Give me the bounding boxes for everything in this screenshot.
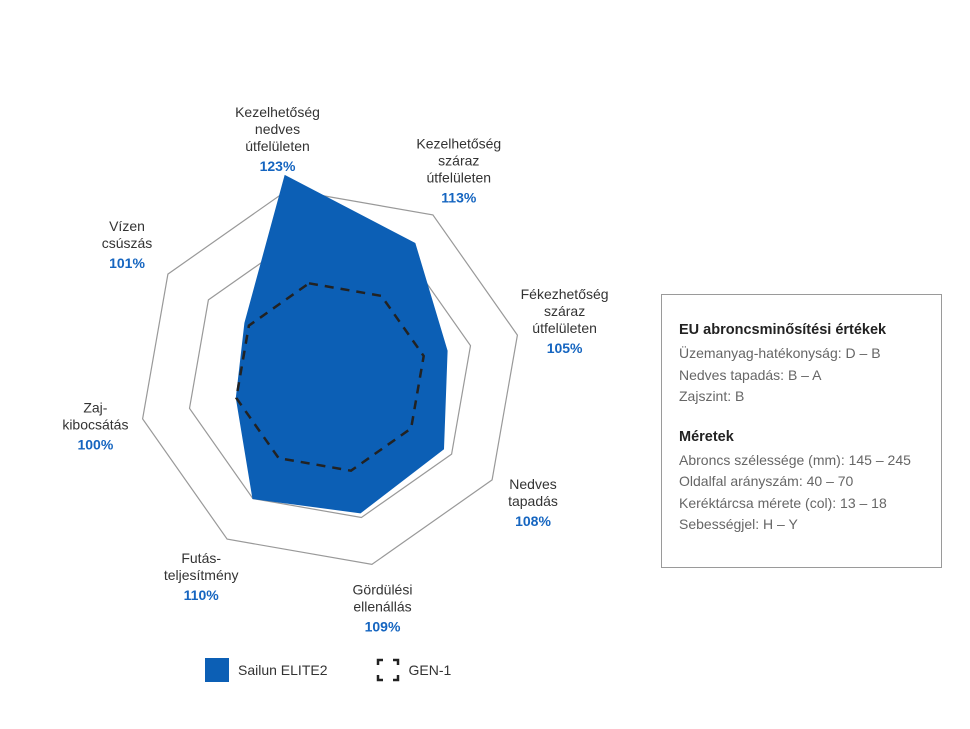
size-line: Oldalfal arányszám: 40 – 70 bbox=[679, 473, 854, 489]
axis-value: 123% bbox=[260, 158, 296, 174]
axis-value: 109% bbox=[365, 619, 401, 635]
axis-label: tapadás bbox=[508, 493, 558, 509]
axis-label: Nedves bbox=[509, 476, 556, 492]
axis-label: Kezelhetőség bbox=[235, 104, 320, 120]
axis-value: 108% bbox=[515, 513, 551, 529]
axis-label: Futás- bbox=[181, 550, 221, 566]
legend-label-sailun: Sailun ELITE2 bbox=[238, 662, 328, 678]
axis-label-group: Futás-teljesítmény 110% bbox=[164, 550, 239, 603]
axis-label: útfelületen bbox=[245, 138, 310, 154]
eu-rating-line: Nedves tapadás: B – A bbox=[679, 366, 822, 383]
axis-label: száraz bbox=[544, 303, 585, 319]
axis-label: kibocsátás bbox=[62, 417, 128, 433]
axis-label: útfelületen bbox=[426, 170, 491, 186]
axis-label: Fékezhetőség bbox=[521, 286, 609, 302]
axis-label: ellenállás bbox=[353, 599, 411, 615]
grid-ring bbox=[141, 188, 519, 566]
axis-label: nedves bbox=[255, 121, 300, 137]
axis-label-group: Zaj-kibocsátás 100% bbox=[62, 400, 128, 453]
eu-rating-line: Üzemanyag-hatékonyság: D – B bbox=[679, 345, 881, 361]
eu-rating-title: EU abroncsminősítési értékek bbox=[679, 322, 887, 338]
axis-label: útfelületen bbox=[532, 320, 597, 336]
legend-swatch-filled bbox=[205, 658, 229, 682]
axis-label: Gördülési bbox=[353, 582, 413, 598]
eu-rating-line: Zajszint: B bbox=[679, 388, 745, 404]
axis-label: csúszás bbox=[102, 235, 153, 251]
axis-label: száraz bbox=[438, 153, 479, 169]
series-area-sailun bbox=[235, 174, 448, 514]
legend: Sailun ELITE2 GEN-1 bbox=[205, 658, 499, 682]
axis-label: teljesítmény bbox=[164, 567, 239, 583]
size-line: Sebességjel: H – Y bbox=[679, 516, 798, 532]
axis-value: 105% bbox=[547, 340, 583, 356]
legend-item-sailun[interactable]: Sailun ELITE2 bbox=[205, 658, 328, 682]
axis-labels: Kezelhetőségnedvesútfelületen123%Kezelhe… bbox=[62, 104, 608, 635]
axis-value: 100% bbox=[77, 437, 113, 453]
legend-label-gen1: GEN-1 bbox=[408, 662, 452, 678]
axis-value: 110% bbox=[184, 587, 220, 603]
axis-label: Kezelhetőség bbox=[416, 136, 501, 152]
sizes-title: Méretek bbox=[679, 428, 734, 445]
size-line: Keréktárcsa mérete (col): 13 – 18 bbox=[679, 494, 887, 511]
axis-label: Vízen bbox=[109, 218, 145, 234]
series-line-gen1 bbox=[234, 281, 426, 473]
size-line: Abroncs szélessége (mm): 145 – 245 bbox=[679, 451, 911, 468]
legend-swatch-dashed bbox=[376, 658, 399, 682]
legend-item-gen1[interactable]: GEN-1 bbox=[376, 658, 452, 682]
axis-value: 113% bbox=[441, 190, 477, 206]
axis-value: 101% bbox=[109, 255, 145, 271]
axis-label: Zaj- bbox=[83, 400, 107, 416]
grid-ring bbox=[188, 235, 472, 519]
radar-series bbox=[234, 174, 448, 514]
info-panel: EU abroncsminősítési értékek Üzemanyag-h… bbox=[661, 294, 942, 568]
